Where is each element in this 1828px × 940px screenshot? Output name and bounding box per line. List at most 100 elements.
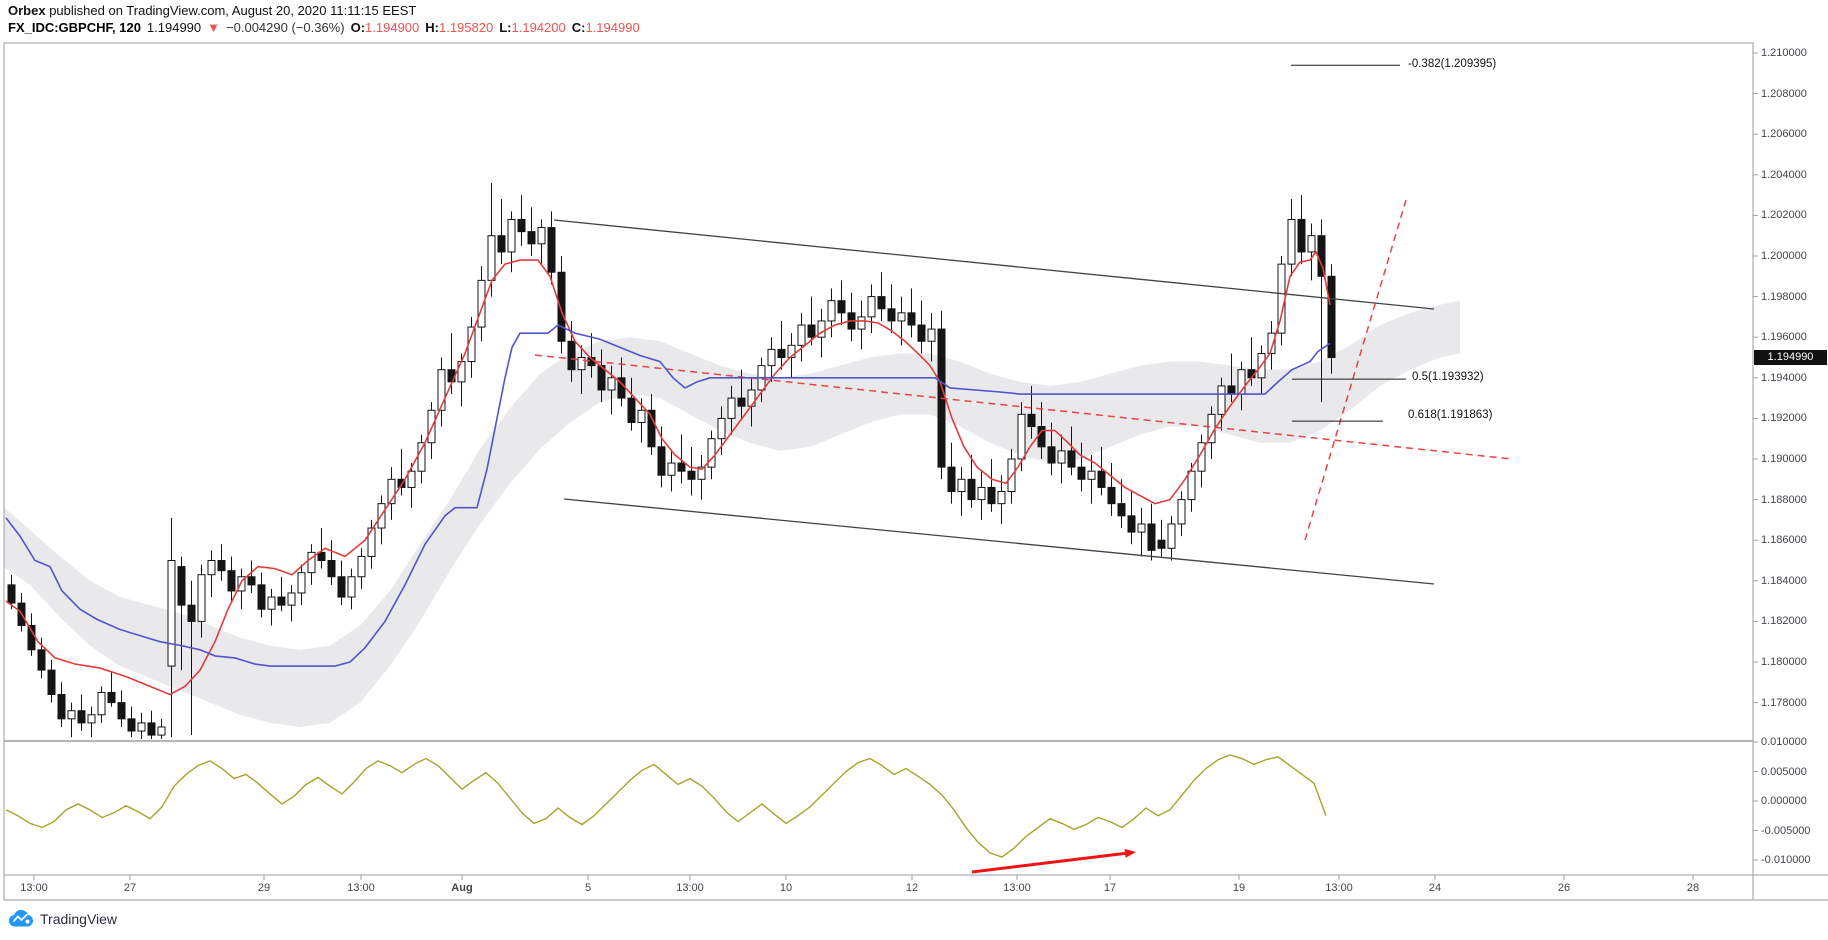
candle-body xyxy=(737,397,746,407)
footer: TradingView xyxy=(8,908,117,930)
candle-body xyxy=(1097,470,1106,488)
price-axis-label: 1.192000 xyxy=(1761,412,1807,425)
candle-body xyxy=(887,308,896,322)
oscillator-axis-label: 0.000000 xyxy=(1761,795,1807,807)
candle-body xyxy=(857,316,866,330)
price-axis[interactable] xyxy=(1753,43,1828,875)
candle-body xyxy=(407,470,416,488)
time-axis-label: 13:00 xyxy=(1325,882,1353,894)
candle-body xyxy=(807,324,816,338)
candle-body xyxy=(1117,503,1126,517)
candle-body xyxy=(777,348,786,359)
candle-body xyxy=(1267,332,1276,354)
candle-body xyxy=(1027,413,1036,428)
publish-info: Orbex published on TradingView.com, Augu… xyxy=(8,3,416,18)
time-axis-label: 13:00 xyxy=(1003,882,1031,894)
time-axis-label: 13:00 xyxy=(676,882,704,894)
time-axis-label: 13:00 xyxy=(347,882,375,894)
time-axis-label: 29 xyxy=(257,882,271,894)
last-price: 1.194990 xyxy=(146,20,202,35)
close-value: C:1.194990 xyxy=(571,20,640,35)
candle-body xyxy=(477,279,486,328)
candle-body xyxy=(1067,450,1076,468)
candle-body xyxy=(1107,486,1116,505)
candle-body xyxy=(187,604,196,622)
candle-body xyxy=(917,324,926,342)
candle-body xyxy=(627,397,636,423)
candle-body xyxy=(787,344,796,359)
candle-body xyxy=(327,560,336,578)
candle-body xyxy=(487,235,496,281)
symbol-name[interactable]: FX_IDC:GBPCHF, 120 xyxy=(8,20,141,35)
candle-body xyxy=(537,227,546,245)
candle-body xyxy=(387,478,396,505)
time-axis-label: 5 xyxy=(584,882,592,894)
channel-trendline[interactable] xyxy=(563,498,1435,585)
candle-body xyxy=(147,722,156,736)
candle-body xyxy=(97,691,106,716)
oscillator-axis-label: 0.010000 xyxy=(1761,736,1807,748)
candle-body xyxy=(517,218,526,233)
oscillator-axis-label: -0.010000 xyxy=(1761,854,1811,866)
candle-body xyxy=(1087,470,1096,480)
arrow-annotation[interactable] xyxy=(971,851,1126,874)
candle-body xyxy=(967,478,976,501)
candle-body xyxy=(1307,235,1316,253)
time-axis-label: 28 xyxy=(1686,882,1700,894)
candle-body xyxy=(747,389,756,407)
candle-body xyxy=(27,624,36,651)
candle-body xyxy=(497,235,506,253)
candle-body xyxy=(267,596,276,610)
down-triangle-icon: ▼ xyxy=(207,20,221,35)
candle-body xyxy=(167,560,176,667)
candle-body xyxy=(837,300,846,314)
candle-body xyxy=(637,409,646,423)
channel-trendline[interactable] xyxy=(553,219,1435,310)
candle-body xyxy=(117,702,126,720)
candle-body xyxy=(307,551,316,574)
high-value: H:1.195820 xyxy=(425,20,494,35)
candle-body xyxy=(697,466,706,480)
tradingview-logo-icon[interactable] xyxy=(8,908,34,930)
price-axis-label: 1.190000 xyxy=(1761,453,1807,465)
price-axis-label: 1.208000 xyxy=(1761,87,1807,100)
candle-body xyxy=(1177,499,1186,525)
candle-body xyxy=(947,466,956,492)
candle-body xyxy=(157,726,166,736)
last-price-badge: 1.194990 xyxy=(1754,350,1827,365)
low-value: L:1.194200 xyxy=(499,20,566,35)
candle-body xyxy=(1227,385,1236,395)
publisher-name: Orbex xyxy=(8,3,46,18)
candle-body xyxy=(1017,413,1026,460)
time-axis[interactable] xyxy=(4,875,1753,900)
oscillator-pane[interactable] xyxy=(5,754,1327,874)
candle-body xyxy=(1077,466,1086,480)
candle-body xyxy=(1167,523,1176,549)
candle-body xyxy=(717,417,726,440)
candle-body xyxy=(1187,470,1196,501)
price-axis-label: 1.188000 xyxy=(1761,493,1807,506)
candle-body xyxy=(57,693,66,720)
time-axis-label: 24 xyxy=(1428,882,1442,894)
candle-body xyxy=(1147,523,1156,551)
price-pane[interactable] xyxy=(0,64,1513,740)
candle-body xyxy=(567,340,576,371)
candle-body xyxy=(217,560,226,572)
time-axis-label: 26 xyxy=(1557,882,1571,894)
candle-body xyxy=(1037,426,1046,448)
candle-body xyxy=(47,669,56,695)
dashed-trendline[interactable] xyxy=(534,354,1513,460)
candle-body xyxy=(607,377,616,391)
candle-body xyxy=(1287,218,1296,265)
footer-brand[interactable]: TradingView xyxy=(40,911,118,927)
candle-body xyxy=(767,348,776,367)
oscillator-axis-label: -0.005000 xyxy=(1761,824,1811,837)
candle-body xyxy=(527,231,536,245)
price-axis-label: 1.210000 xyxy=(1761,47,1807,59)
oscillator-axis-label: 0.005000 xyxy=(1761,765,1807,778)
candle-body xyxy=(337,576,346,598)
candle-body xyxy=(357,555,366,578)
candle-body xyxy=(577,357,586,371)
candle-body xyxy=(877,296,886,310)
